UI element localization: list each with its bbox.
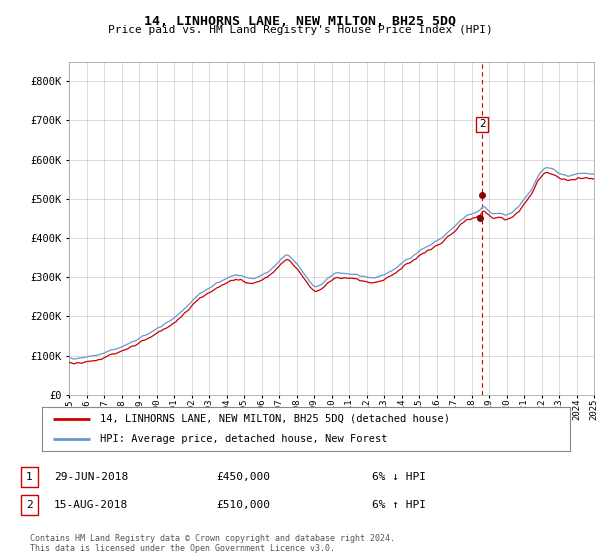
Text: 6% ↓ HPI: 6% ↓ HPI [372, 472, 426, 482]
Text: £450,000: £450,000 [216, 472, 270, 482]
Text: 2: 2 [479, 119, 485, 129]
Text: HPI: Average price, detached house, New Forest: HPI: Average price, detached house, New … [100, 434, 388, 444]
Text: 1: 1 [26, 472, 33, 482]
Text: 6% ↑ HPI: 6% ↑ HPI [372, 500, 426, 510]
Text: Price paid vs. HM Land Registry's House Price Index (HPI): Price paid vs. HM Land Registry's House … [107, 25, 493, 35]
Text: 2: 2 [26, 500, 33, 510]
Text: 29-JUN-2018: 29-JUN-2018 [54, 472, 128, 482]
Text: £510,000: £510,000 [216, 500, 270, 510]
Text: 15-AUG-2018: 15-AUG-2018 [54, 500, 128, 510]
Text: Contains HM Land Registry data © Crown copyright and database right 2024.
This d: Contains HM Land Registry data © Crown c… [30, 534, 395, 553]
Text: 14, LINHORNS LANE, NEW MILTON, BH25 5DQ: 14, LINHORNS LANE, NEW MILTON, BH25 5DQ [144, 15, 456, 27]
Text: 14, LINHORNS LANE, NEW MILTON, BH25 5DQ (detached house): 14, LINHORNS LANE, NEW MILTON, BH25 5DQ … [100, 414, 450, 424]
